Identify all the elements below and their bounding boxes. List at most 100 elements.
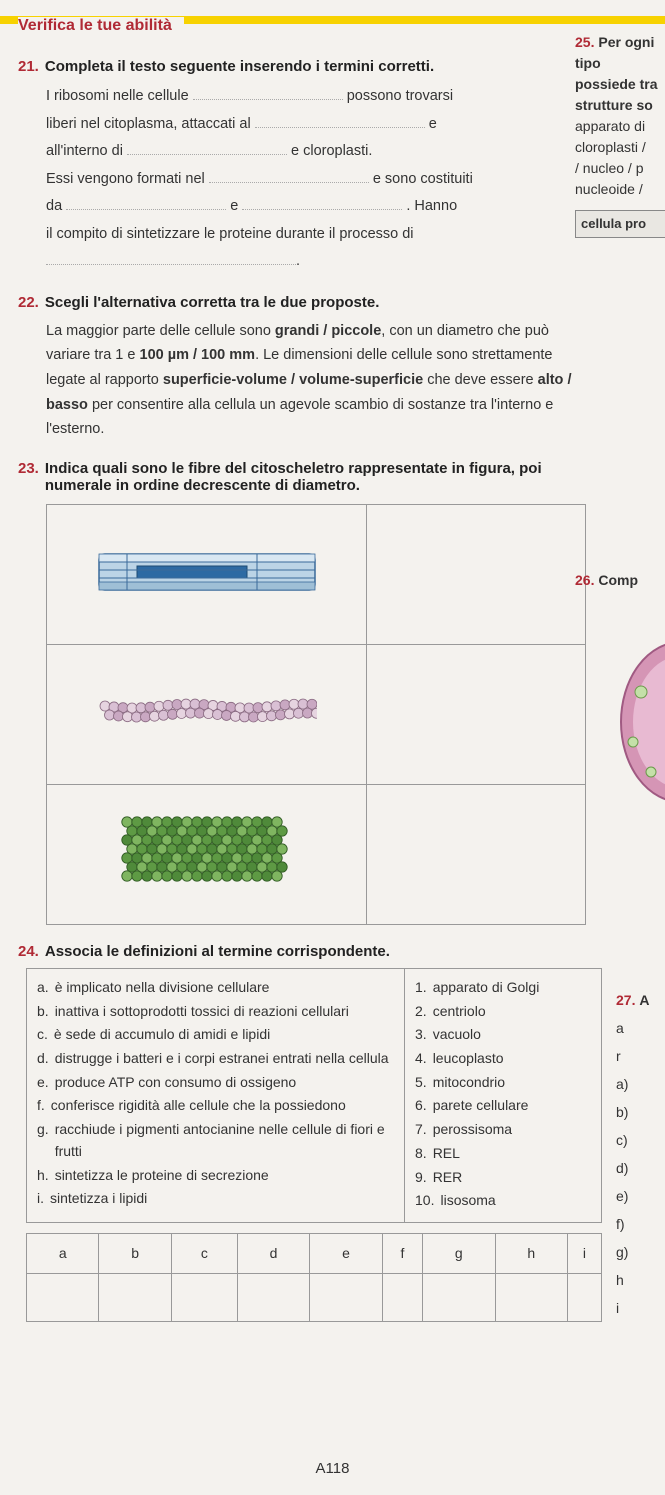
- item-label: a.: [37, 977, 49, 999]
- item-text: sintetizza le proteine di secrezione: [55, 1165, 269, 1187]
- item-text: vacuolo: [433, 1024, 481, 1046]
- figure-cell-intermediate: (function(){ var svg=document.currentScr…: [47, 645, 367, 785]
- text: . Hanno: [406, 198, 457, 214]
- figure-cell-microfilament: (function(){ var svg=document.currentScr…: [47, 785, 367, 925]
- q24-match-box: a.è implicato nella divisione cellulareb…: [26, 968, 602, 1223]
- answer-cell[interactable]: [367, 645, 586, 785]
- grid-header: h: [495, 1233, 567, 1273]
- cropped-label: e): [616, 1182, 665, 1210]
- item-text: mitocondrio: [433, 1072, 505, 1094]
- blank[interactable]: [193, 87, 343, 100]
- q22-body: La maggior parte delle cellule sono gran…: [18, 319, 593, 442]
- item-text: è implicato nella divisione cellulare: [55, 977, 270, 999]
- definition-item: f.conferisce rigidità alle cellule che l…: [37, 1095, 394, 1117]
- q27-number: 27.: [616, 992, 635, 1008]
- cropped-label: i: [616, 1294, 665, 1322]
- definition-item: h.sintetizza le proteine di secrezione: [37, 1165, 394, 1187]
- item-label: c.: [37, 1024, 48, 1046]
- text: e sono costituiti: [373, 171, 473, 187]
- term-item: 1.apparato di Golgi: [415, 977, 591, 999]
- cropped-label: c): [616, 1126, 665, 1154]
- grid-answer-cell[interactable]: [382, 1273, 422, 1321]
- item-text: distrugge i batteri e i corpi estranei e…: [55, 1048, 389, 1070]
- item-label: d.: [37, 1048, 49, 1070]
- answer-cell[interactable]: [367, 505, 586, 645]
- item-label: 5.: [415, 1072, 427, 1094]
- text: liberi nel citoplasma, attaccati al: [46, 116, 251, 132]
- item-text: conferisce rigidità alle cellule che la …: [51, 1095, 346, 1117]
- definitions-column: a.è implicato nella divisione cellulareb…: [27, 969, 405, 1222]
- item-text: sintetizza i lipidi: [50, 1188, 147, 1210]
- answer-cell[interactable]: [367, 785, 586, 925]
- blank[interactable]: [209, 170, 369, 183]
- cropped-label: h: [616, 1266, 665, 1294]
- grid-answer-cell[interactable]: [423, 1273, 495, 1321]
- grid-answer-cell[interactable]: [171, 1273, 237, 1321]
- item-text: lisosoma: [440, 1190, 495, 1212]
- item-label: 4.: [415, 1048, 427, 1070]
- item-text: leucoplasto: [433, 1048, 504, 1070]
- text: cloroplasti /: [575, 139, 646, 155]
- question-21: 21. Completa il testo seguente inserendo…: [18, 58, 593, 276]
- item-label: 3.: [415, 1024, 427, 1046]
- grid-answer-cell[interactable]: [27, 1273, 99, 1321]
- item-text: è sede di accumulo di amidi e lipidi: [54, 1024, 270, 1046]
- definition-item: b. inattiva i sottoprodotti tossici di re…: [37, 1001, 394, 1023]
- q26-number: 26.: [575, 572, 594, 588]
- grid-answer-cell[interactable]: [567, 1273, 601, 1321]
- q21-body: I ribosomi nelle cellule possono trovars…: [18, 83, 593, 276]
- definition-item: c. è sede di accumulo di amidi e lipidi: [37, 1024, 394, 1046]
- item-text: centriolo: [433, 1001, 486, 1023]
- blank[interactable]: [46, 252, 296, 265]
- cropped-label: a: [616, 1014, 665, 1042]
- terms-column: 1.apparato di Golgi2.centriolo3.vacuolo4…: [405, 969, 601, 1222]
- cropped-label: d): [616, 1154, 665, 1182]
- cropped-label: b): [616, 1098, 665, 1126]
- text: possiede tra: [575, 76, 657, 92]
- item-label: 8.: [415, 1143, 427, 1165]
- text: per consentire alla cellula un agevole s…: [46, 397, 553, 438]
- q22-number: 22.: [18, 294, 39, 311]
- q24-title: Associa le definizioni al termine corris…: [45, 943, 390, 960]
- right-cropped-q27: 27. A ara)b)c)d)e)f)g)hi: [616, 986, 665, 1322]
- term-item: 7.perossisoma: [415, 1119, 591, 1141]
- blank[interactable]: [242, 197, 402, 210]
- item-text: RER: [433, 1167, 463, 1189]
- cropped-label: r: [616, 1042, 665, 1070]
- choice: superficie-volume / volume-superficie: [163, 372, 423, 388]
- item-text: racchiude i pigmenti antocianine nelle c…: [55, 1119, 394, 1162]
- blank[interactable]: [255, 115, 425, 128]
- definition-item: e.produce ATP con consumo di ossigeno: [37, 1072, 394, 1094]
- item-text: REL: [433, 1143, 460, 1165]
- definition-item: d. distrugge i batteri e i corpi estranei…: [37, 1048, 394, 1070]
- text: il compito di sintetizzare le proteine d…: [46, 226, 414, 242]
- item-text: apparato di Golgi: [433, 977, 540, 999]
- term-item: 4. leucoplasto: [415, 1048, 591, 1070]
- blank[interactable]: [66, 197, 226, 210]
- item-label: g.: [37, 1119, 49, 1162]
- grid-header: i: [567, 1233, 601, 1273]
- blank[interactable]: [127, 142, 287, 155]
- term-item: 3. vacuolo: [415, 1024, 591, 1046]
- item-text: produce ATP con consumo di ossigeno: [55, 1072, 297, 1094]
- text: da: [46, 198, 62, 214]
- grid-header: e: [310, 1233, 382, 1273]
- text: e: [429, 116, 437, 132]
- item-label: 6.: [415, 1095, 427, 1117]
- text: apparato di: [575, 118, 645, 134]
- grid-header: f: [382, 1233, 422, 1273]
- term-item: 6.parete cellulare: [415, 1095, 591, 1117]
- grid-answer-cell[interactable]: [310, 1273, 382, 1321]
- grid-answer-cell[interactable]: [237, 1273, 309, 1321]
- grid-header: d: [237, 1233, 309, 1273]
- item-label: b.: [37, 1001, 49, 1023]
- grid-answer-cell[interactable]: [99, 1273, 171, 1321]
- text: strutture so: [575, 97, 653, 113]
- text: e: [230, 198, 238, 214]
- grid-answer-cell[interactable]: [495, 1273, 567, 1321]
- item-label: 9.: [415, 1167, 427, 1189]
- item-text: inattiva i sottoprodotti tossici di reaz…: [55, 1001, 349, 1023]
- definition-item: i.sintetizza i lipidi: [37, 1188, 394, 1210]
- cropped-label: g): [616, 1238, 665, 1266]
- q23-table: (function(){ var svg=document.currentScr…: [46, 504, 586, 925]
